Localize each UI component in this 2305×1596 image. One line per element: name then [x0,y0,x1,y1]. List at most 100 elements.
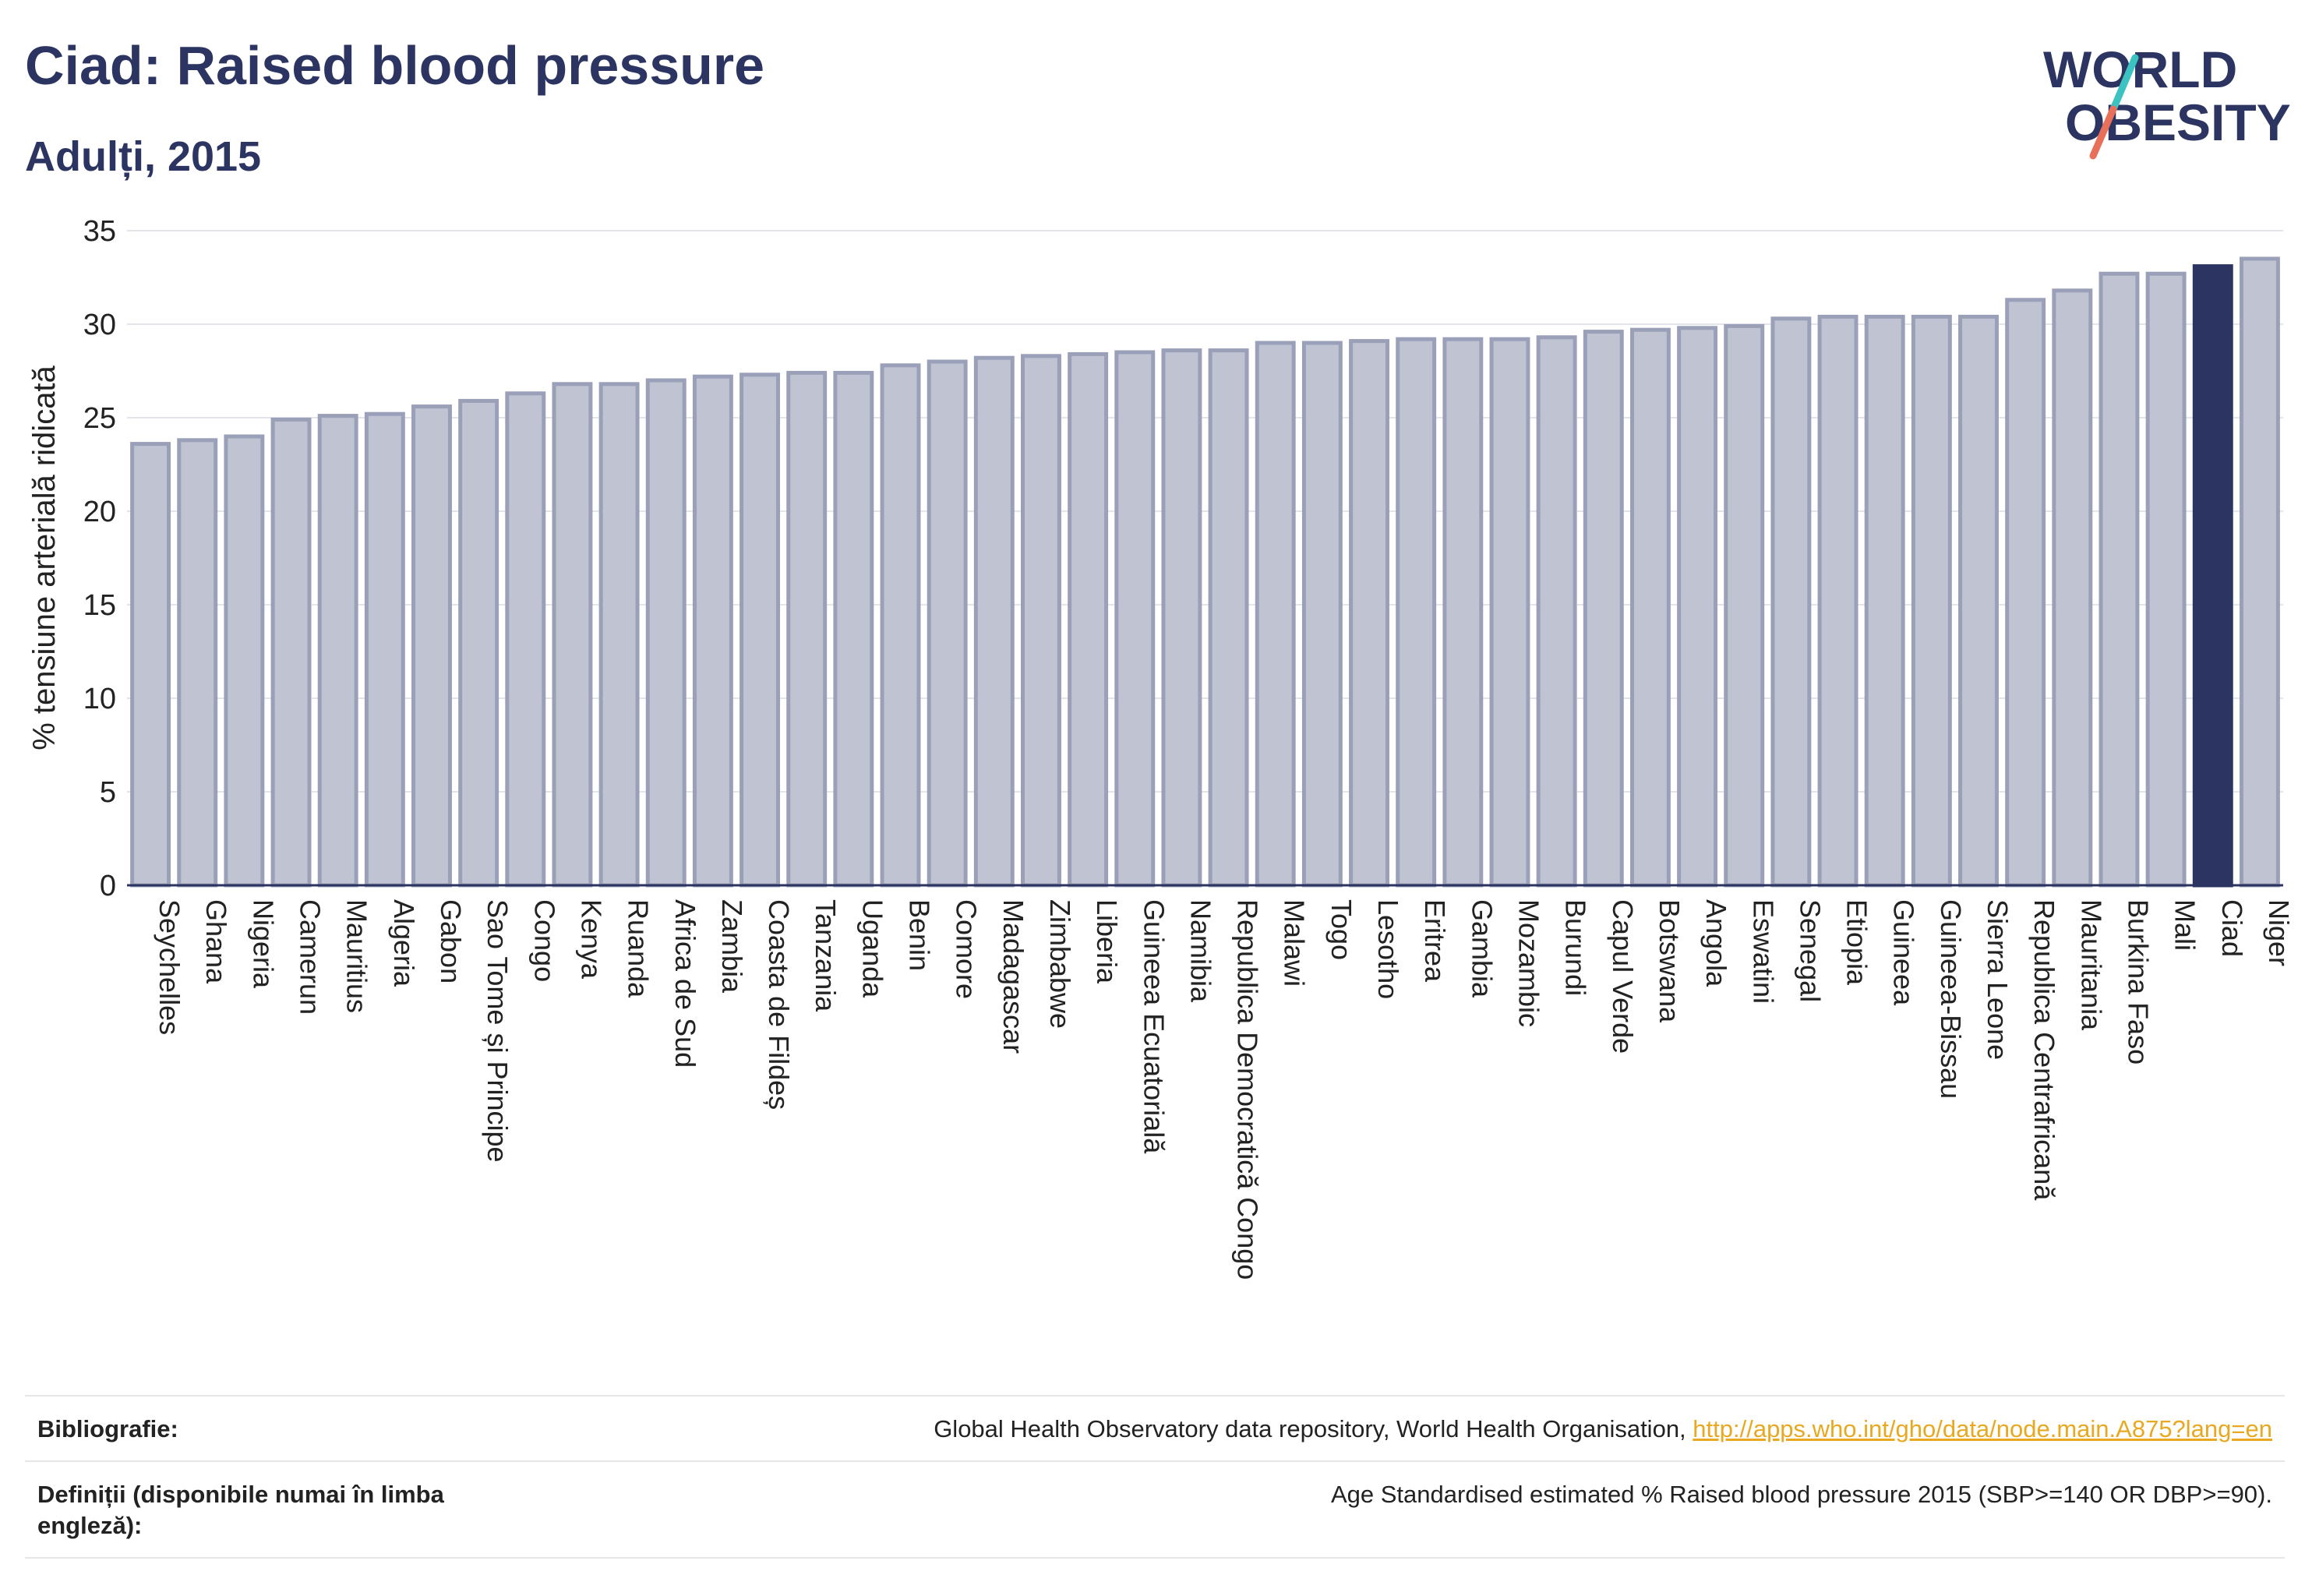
bar-camerun [270,417,312,888]
bar-mozambic [1489,337,1530,888]
x-tick-label: Ciad [2216,899,2248,957]
bar-nigeria [224,434,265,888]
logo-line1: WORLD [2043,41,2237,98]
bar-uganda [833,370,874,888]
bar-malawi [1255,341,1296,888]
x-tick-label: Mozambic [1513,899,1544,1027]
bar-sao-tome-și-principe [458,398,499,888]
bar-gabon [411,404,452,888]
bar-africa-de-sud [645,378,687,888]
x-tick-label: Zimbabwe [1044,899,1076,1029]
x-tick-label: Etiopia [1841,899,1873,986]
bar-botswana [1629,327,1671,888]
x-tick-label: Comore [951,899,983,999]
bar-niger [2239,256,2280,888]
bar-kenya [552,382,593,888]
bar-burundi [1536,335,1577,888]
x-tick-label: Africa de Sud [669,899,701,1068]
y-tick-label: 30 [83,309,116,341]
x-tick-label: Nigeria [247,899,279,989]
bar-eswatini [1724,323,1765,888]
y-tick-label: 35 [83,215,116,248]
footer-divider-top [25,1395,2285,1396]
logo-slash-bottom [2089,105,2117,160]
x-tick-label: Ruanda [623,899,655,998]
logo-slash-top [2109,54,2139,113]
x-tick-label: Mauritius [341,899,373,1013]
x-tick-label: Tanzania [810,899,842,1012]
x-tick-label: Senegal [1794,899,1826,1002]
y-axis-label: % tensiune arterială ridicată [27,365,62,750]
x-tick-label: Togo [1325,899,1357,960]
y-tick-label: 0 [100,870,116,902]
x-tick-label: Coasta de Fildeș [763,899,795,1110]
bar-lesotho [1349,339,1389,888]
x-tick-label: Uganda [856,899,888,998]
x-tick-label: Sao Tome și Principe [482,899,514,1163]
x-tick-label: Zambia [716,899,748,994]
bibliography-value: Global Health Observatory data repositor… [934,1414,2272,1445]
footer-divider-bottom [25,1557,2285,1559]
y-axis-ticks: 0 5 10 15 20 25 30 35 [83,215,116,902]
footer-divider-middle [25,1460,2285,1462]
bar-congo [505,391,546,888]
bar-sierra-leone [1958,314,1999,888]
bar-mali [2145,271,2187,888]
x-tick-label: Benin [904,899,936,971]
bar-etiopia [1817,314,1858,888]
x-tick-label: Seychelles [154,899,185,1035]
page-title: Ciad: Raised blood pressure [25,35,765,96]
bar-tanzania [786,370,828,888]
bar-guineea-bissau [1911,314,1952,888]
bibliography-link[interactable]: http://apps.who.int/gho/data/node.main.A… [1693,1415,2272,1442]
x-tick-label: Eswatini [1747,899,1779,1004]
x-tick-label: Madagascar [997,899,1029,1054]
bar-angola [1677,326,1718,888]
bar-chart: 0 5 10 15 20 25 30 35 Seychelles Ghana Nigeria Cam… [27,215,2295,1280]
y-tick-label: 10 [83,683,116,715]
x-tick-label: Kenya [575,899,607,980]
bar-capul-verde [1583,330,1624,888]
bibliography-text: Global Health Observatory data repositor… [934,1415,1693,1442]
bibliography-label: Bibliografie: [37,1415,178,1442]
bar-seychelles [130,442,171,888]
x-tick-label: Eritrea [1419,899,1451,983]
x-tick-label: Malawi [1279,899,1311,987]
x-tick-label: Congo [528,899,560,982]
x-tick-label: Gambia [1466,899,1498,998]
x-tick-label: Botswana [1654,899,1686,1023]
x-tick-label: Namibia [1184,899,1216,1003]
bar-mauritania [2052,288,2093,888]
bar-guineea-ecuatorială [1114,350,1156,888]
bar-guineea [1864,314,1905,888]
x-tick-label: Guineea [1888,899,1920,1006]
x-tick-label: Algeria [388,899,420,987]
x-tick-label: Angola [1700,899,1732,987]
bar-gambia [1442,337,1484,888]
bar-senegal [1770,316,1812,888]
y-tick-label: 5 [100,776,116,809]
x-tick-label: Republica Centrafricană [2028,899,2060,1201]
bar-eritrea [1396,337,1437,888]
bar-namibia [1161,348,1202,888]
bar-togo [1301,341,1343,888]
definitions-value: Age Standardised estimated % Raised bloo… [1330,1481,2272,1508]
bar-zimbabwe [1021,354,1061,888]
x-tick-label: Liberia [1091,899,1123,984]
x-tick-label: Burundi [1560,899,1592,996]
bar-ciad [2192,264,2233,888]
bar-algeria [364,411,405,888]
x-tick-label: Gabon [435,899,467,983]
y-tick-label: 25 [83,402,116,435]
x-tick-label: Mali [2169,899,2201,951]
bar-republica-centrafricană [2005,298,2046,888]
bar-zambia [692,374,733,888]
x-tick-label: Mauritania [2075,899,2107,1031]
bar-comore [927,359,968,888]
bar-ghana [177,438,218,888]
y-tick-label: 15 [83,589,116,622]
x-tick-label: Niger [2263,899,2295,966]
x-tick-label: Guineea Ecuatorială [1138,899,1170,1154]
bar-republica-democratică-congo [1208,348,1249,888]
y-tick-label: 20 [83,496,116,528]
